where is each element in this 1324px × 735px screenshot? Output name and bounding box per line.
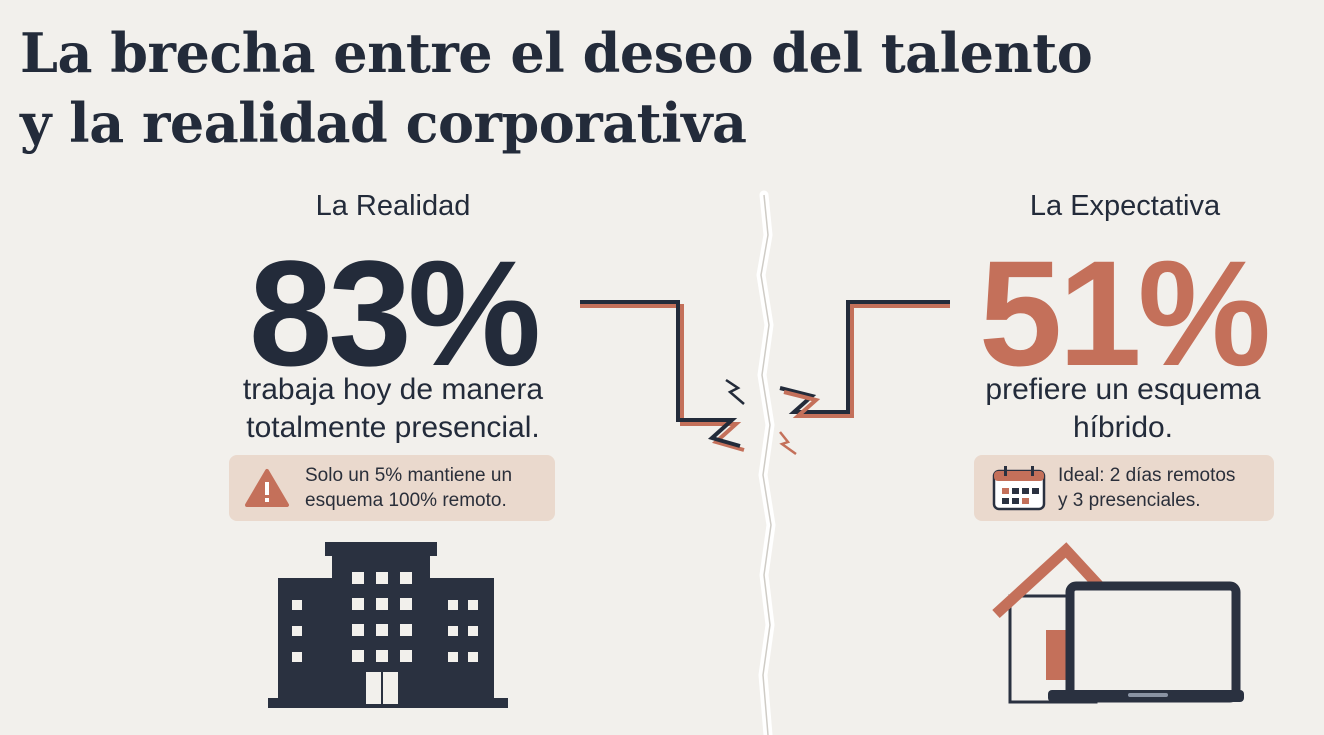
torn-divider	[756, 190, 776, 735]
expectation-desc-line-2: híbrido.	[1072, 411, 1174, 444]
page-title: La brecha entre el deseo del talento y l…	[20, 18, 1280, 158]
reality-description: trabaja hoy de manera totalmente presenc…	[208, 371, 578, 447]
expectation-note: Ideal: 2 días remotos y 3 presenciales.	[974, 455, 1274, 521]
expectation-note-text: Ideal: 2 días remotos y 3 presenciales.	[1058, 463, 1235, 513]
calendar-icon	[992, 466, 1046, 511]
expectation-desc-line-1: prefiere un esquema	[985, 373, 1261, 406]
expectation-percentage: 51%	[978, 229, 1271, 397]
right-connector-line	[779, 300, 950, 456]
title-line-1: La brecha entre el deseo del talento	[20, 21, 1093, 85]
home-laptop-icon	[992, 542, 1244, 704]
reality-desc-line-1: trabaja hoy de manera	[242, 373, 544, 406]
expectation-note-line-2: y 3 presenciales.	[1058, 490, 1201, 511]
reality-note-text: Solo un 5% mantiene un esquema 100% remo…	[305, 463, 512, 513]
reality-percentage: 83%	[248, 229, 541, 397]
expectation-label: La Expectativa	[1029, 190, 1221, 222]
title-line-2: y la realidad corporativa	[20, 91, 747, 155]
expectation-description: prefiere un esquema híbrido.	[938, 371, 1308, 447]
warning-icon	[245, 469, 289, 507]
expectation-note-line-1: Ideal: 2 días remotos	[1058, 465, 1236, 486]
reality-note-line-2: esquema 100% remoto.	[305, 490, 507, 511]
reality-desc-line-2: totalmente presencial.	[246, 411, 540, 444]
reality-note-line-1: Solo un 5% mantiene un	[305, 465, 513, 486]
left-connector-line	[580, 300, 745, 452]
reality-note: Solo un 5% mantiene un esquema 100% remo…	[229, 455, 555, 521]
office-building-icon	[268, 542, 508, 708]
reality-label: La Realidad	[315, 190, 471, 222]
